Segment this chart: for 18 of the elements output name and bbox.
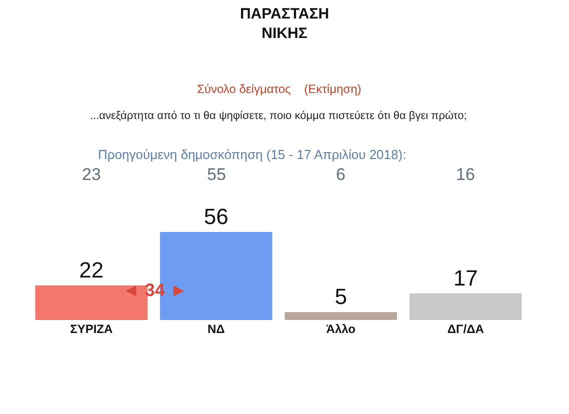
text: 6 [336, 165, 346, 184]
data-label: 17 [453, 265, 478, 290]
bar [409, 293, 522, 320]
x-tick-label: Άλλο [326, 322, 356, 336]
text: 16 [456, 165, 475, 184]
x-tick-label: ΔΓ/ΔΑ [447, 322, 484, 336]
text: 23 [82, 165, 101, 184]
text: Προηγούμενη δημοσκόπηση (15 - 17 Απριλίου 2018): [98, 147, 406, 162]
bar [284, 312, 398, 320]
text: 55 [207, 165, 226, 184]
data-label: 56 [204, 204, 228, 229]
data-label: 22 [79, 257, 104, 282]
text: ...ανεξάρτητα από το τι θα ψηφίσετε, ποιο κόμμα πιστεύετε ότι θα βγει πρώτο; [90, 110, 467, 122]
x-tick-label: ΝΔ [207, 322, 226, 336]
chart-title: ΠΑΡΑΣΤΑΣΗ ΝΙΚΗΣ [240, 6, 330, 42]
chart-subtitle: Σύνολο δείγματος (Εκτίμηση) [197, 82, 362, 96]
x-tick-label: ΣΥΡΙΖΑ [70, 322, 113, 336]
data-label: 5 [334, 284, 347, 310]
